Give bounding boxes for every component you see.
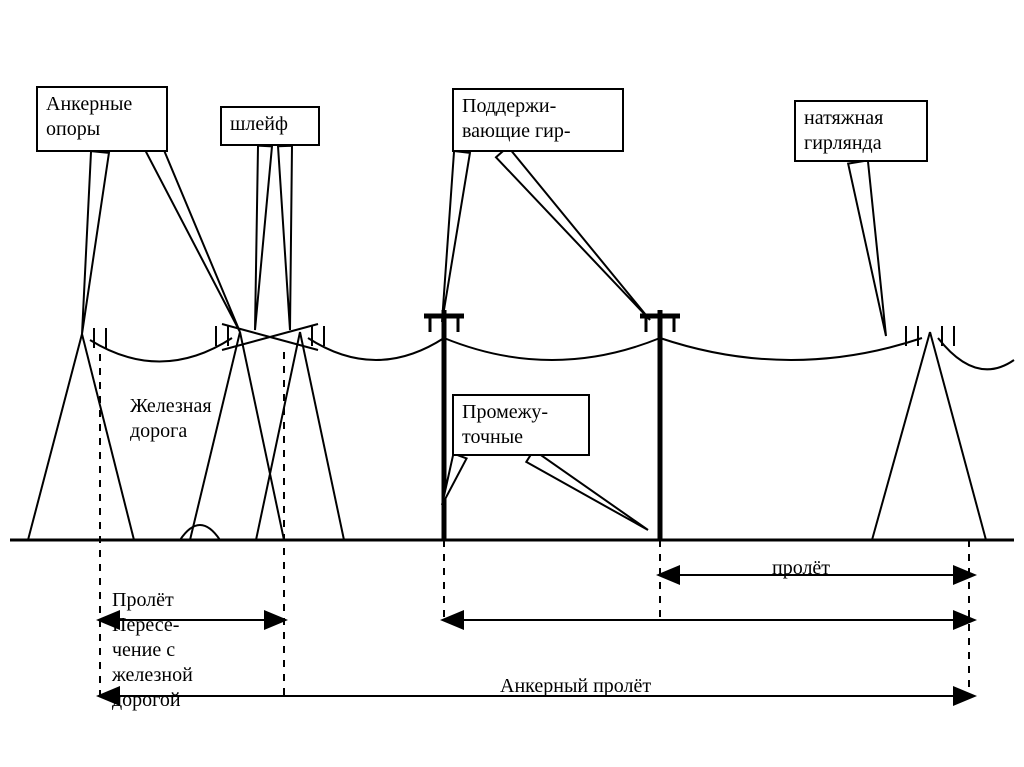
dim-anchor-span-label: Анкерный пролёт <box>500 674 651 699</box>
diagram-canvas: Анкерные опоры шлейф Поддержи- вающие ги… <box>0 0 1024 767</box>
dim-span-right-label: пролёт <box>772 556 830 581</box>
callout-loop: шлейф <box>220 106 320 146</box>
dim-span-small-label: Пролёт Пересе- чение с железной дорогой <box>112 588 193 713</box>
callout-tension-garland: натяжная гирлянда <box>794 100 928 162</box>
callout-intermediate: Промежу- точные <box>452 394 590 456</box>
callout-anchor-towers: Анкерные опоры <box>36 86 168 152</box>
label-railway: Железная дорога <box>130 394 212 444</box>
callout-support-garlands: Поддержи- вающие гир- <box>452 88 624 152</box>
